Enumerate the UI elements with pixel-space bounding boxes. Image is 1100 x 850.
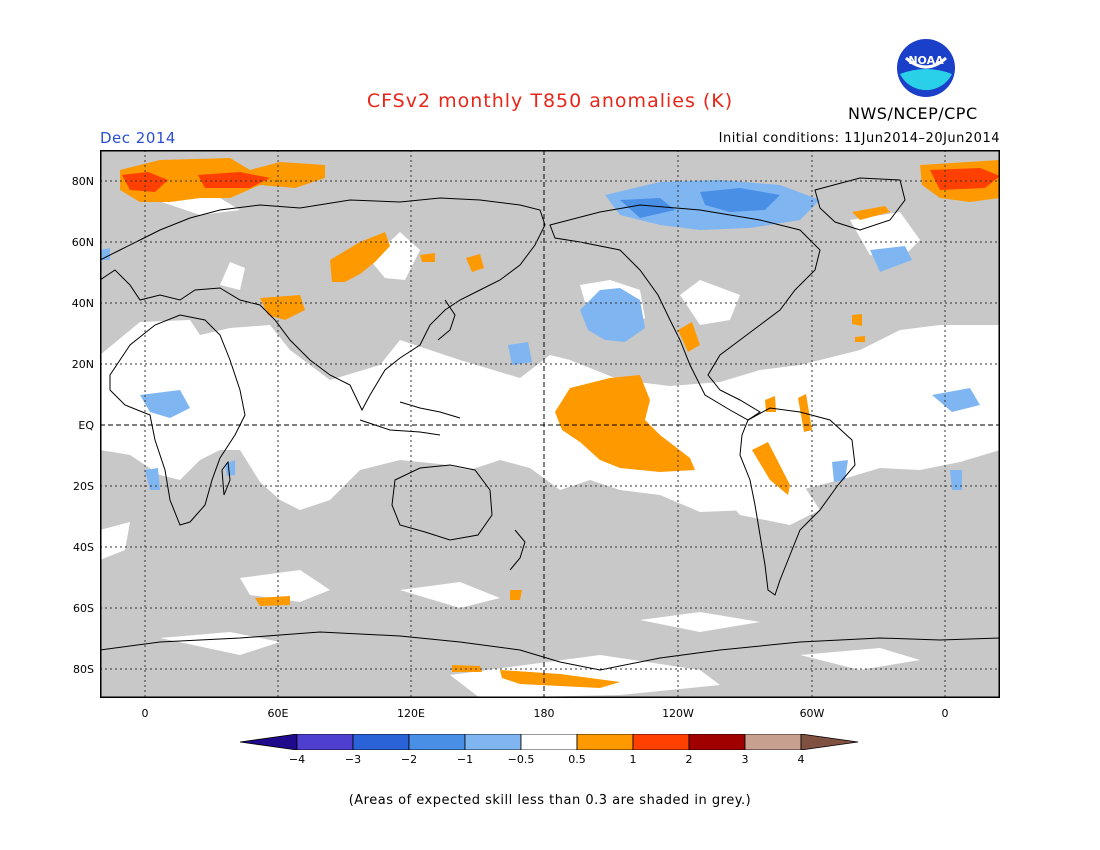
lon-label-0-east: 0: [941, 707, 949, 720]
lon-label-120e: 120E: [397, 707, 425, 720]
lat-label-80n: 80N: [71, 175, 94, 188]
colorbar-swatch-2-1: [408, 733, 466, 751]
colorbar-swatch-05-1: [576, 733, 634, 751]
colorbar-label: 2: [685, 753, 693, 766]
lat-label-20s: 20S: [73, 480, 94, 493]
lat-label-60s: 60S: [73, 602, 94, 615]
colorbar-swatch-4-3: [296, 733, 354, 751]
colorbar-swatch-1-2: [632, 733, 690, 751]
colorbar-label: 0.5: [568, 753, 586, 766]
colorbar-swatch-lt-4: [239, 733, 298, 751]
map-panel: [99, 149, 1001, 699]
agency-label: NWS/NCEP/CPC: [848, 104, 978, 123]
coastlines: [99, 177, 1001, 671]
colorbar-label: −4: [288, 753, 306, 766]
lat-label-80s: 80S: [73, 663, 94, 676]
colorbar-label: −1: [456, 753, 474, 766]
colorbar-swatch-2-3: [688, 733, 746, 751]
skill-footnote: (Areas of expected skill less than 0.3 a…: [348, 793, 752, 808]
lon-label-120w: 120W: [662, 707, 694, 720]
initial-conditions: Initial conditions: 11Jun2014–20Jun2014: [718, 131, 1000, 146]
colorbar-label: −3: [344, 753, 362, 766]
anomaly-map: [99, 149, 1001, 699]
colorbar-swatch-3-4: [744, 733, 802, 751]
lat-label-40s: 40S: [73, 541, 94, 554]
colorbar-label: 3: [741, 753, 749, 766]
forecast-period: Dec 2014: [100, 129, 176, 147]
cool-anomaly-regions: [620, 188, 780, 218]
map-frame: [99, 149, 1001, 699]
color-scale-bar: [239, 733, 860, 751]
lat-label-40n: 40N: [71, 297, 94, 310]
lat-label-60n: 60N: [71, 236, 94, 249]
colorbar-label: −2: [400, 753, 418, 766]
lon-label-60e: 60E: [267, 707, 289, 720]
colorbar-label: −0.5: [507, 753, 535, 766]
map-title: CFSv2 monthly T850 anomalies (K): [366, 90, 734, 112]
lon-label-0: 0: [141, 707, 149, 720]
equator-dateline: [100, 150, 1000, 698]
colorbar-swatch-gt-4: [800, 733, 859, 751]
colorbar-swatch-neutral: [520, 733, 578, 751]
logo-text: NOAA: [908, 54, 944, 67]
colorbar-label: 1: [629, 753, 637, 766]
lon-label-180: 180: [533, 707, 555, 720]
lat-label-20n: 20N: [71, 358, 94, 371]
colorbar-swatch-1-05: [464, 733, 522, 751]
colorbar-label: 4: [797, 753, 805, 766]
colorbar-swatch-3-2: [352, 733, 410, 751]
lon-label-60w: 60W: [799, 707, 825, 720]
noaa-logo: NOAA: [896, 38, 956, 98]
graticule: [100, 150, 1000, 698]
lat-label-eq: EQ: [78, 419, 94, 432]
